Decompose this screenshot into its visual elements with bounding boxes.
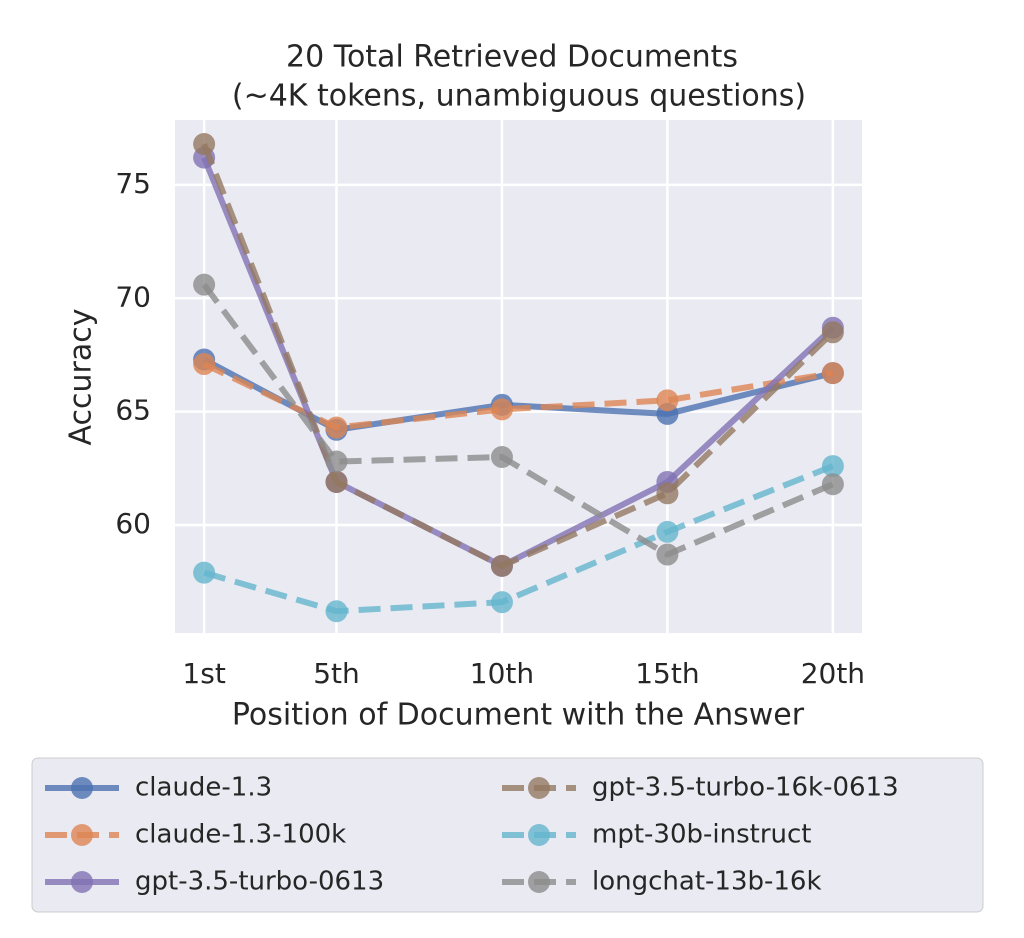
- data-point: [325, 416, 348, 439]
- data-point: [821, 362, 844, 385]
- legend-marker: [528, 777, 550, 799]
- data-point: [325, 470, 348, 493]
- y-tick-label: 70: [115, 280, 151, 313]
- legend-marker: [528, 824, 550, 846]
- legend-label: gpt-3.5-turbo-0613: [135, 867, 384, 897]
- data-point: [193, 561, 216, 584]
- legend-marker: [528, 871, 550, 893]
- data-point: [656, 482, 679, 505]
- legend-label: longchat-13b-16k: [592, 867, 822, 897]
- legend-label: claude-1.3-100k: [135, 820, 346, 850]
- x-tick-label: 20th: [801, 657, 865, 690]
- legend-marker: [71, 777, 93, 799]
- data-point: [821, 455, 844, 478]
- data-point: [821, 473, 844, 496]
- series-line: [202, 361, 834, 431]
- data-point: [490, 398, 513, 421]
- legend-marker: [71, 871, 93, 893]
- data-point: [656, 543, 679, 566]
- y-axis-label: Accuracy: [64, 309, 99, 446]
- legend-label: mpt-30b-instruct: [592, 820, 811, 850]
- data-point: [656, 520, 679, 543]
- legend-label: gpt-3.5-turbo-16k-0613: [592, 773, 899, 803]
- data-point: [490, 591, 513, 614]
- x-axis-label: Position of Document with the Answer: [232, 698, 805, 733]
- y-tick-label: 75: [115, 167, 151, 200]
- data-point: [193, 133, 216, 156]
- chart-subtitle: (~4K tokens, unambiguous questions): [232, 79, 806, 114]
- data-point: [325, 450, 348, 473]
- data-point: [490, 446, 513, 469]
- y-tick-label: 60: [115, 507, 151, 540]
- plot-area: [175, 120, 862, 633]
- legend-marker: [71, 824, 93, 846]
- chart-title: 20 Total Retrieved Documents: [286, 40, 738, 75]
- legend-label: claude-1.3: [135, 773, 272, 803]
- x-tick-label: 10th: [470, 657, 534, 690]
- y-tick-label: 65: [115, 394, 151, 427]
- x-tick-label: 15th: [635, 657, 699, 690]
- data-point: [490, 554, 513, 577]
- x-tick-label: 5th: [313, 657, 360, 690]
- data-point: [193, 353, 216, 376]
- data-point: [325, 600, 348, 623]
- data-point: [193, 273, 216, 296]
- x-tick-label: 1st: [182, 657, 225, 690]
- data-point: [656, 389, 679, 412]
- data-point: [821, 321, 844, 344]
